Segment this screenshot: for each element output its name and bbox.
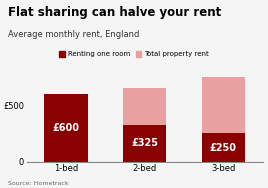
Text: £325: £325: [131, 138, 158, 148]
Bar: [202, 77, 245, 162]
Bar: [123, 88, 166, 162]
Text: Average monthly rent, England: Average monthly rent, England: [8, 30, 139, 39]
Bar: [44, 94, 88, 162]
Text: Flat sharing can halve your rent: Flat sharing can halve your rent: [8, 6, 221, 19]
Text: £250: £250: [210, 143, 237, 153]
Bar: [123, 125, 166, 162]
Text: £600: £600: [53, 123, 80, 133]
Text: Source: Hometrack: Source: Hometrack: [8, 181, 69, 186]
Bar: [202, 133, 245, 162]
Legend: Renting one room, Total property rent: Renting one room, Total property rent: [57, 49, 211, 60]
Bar: [44, 94, 88, 162]
